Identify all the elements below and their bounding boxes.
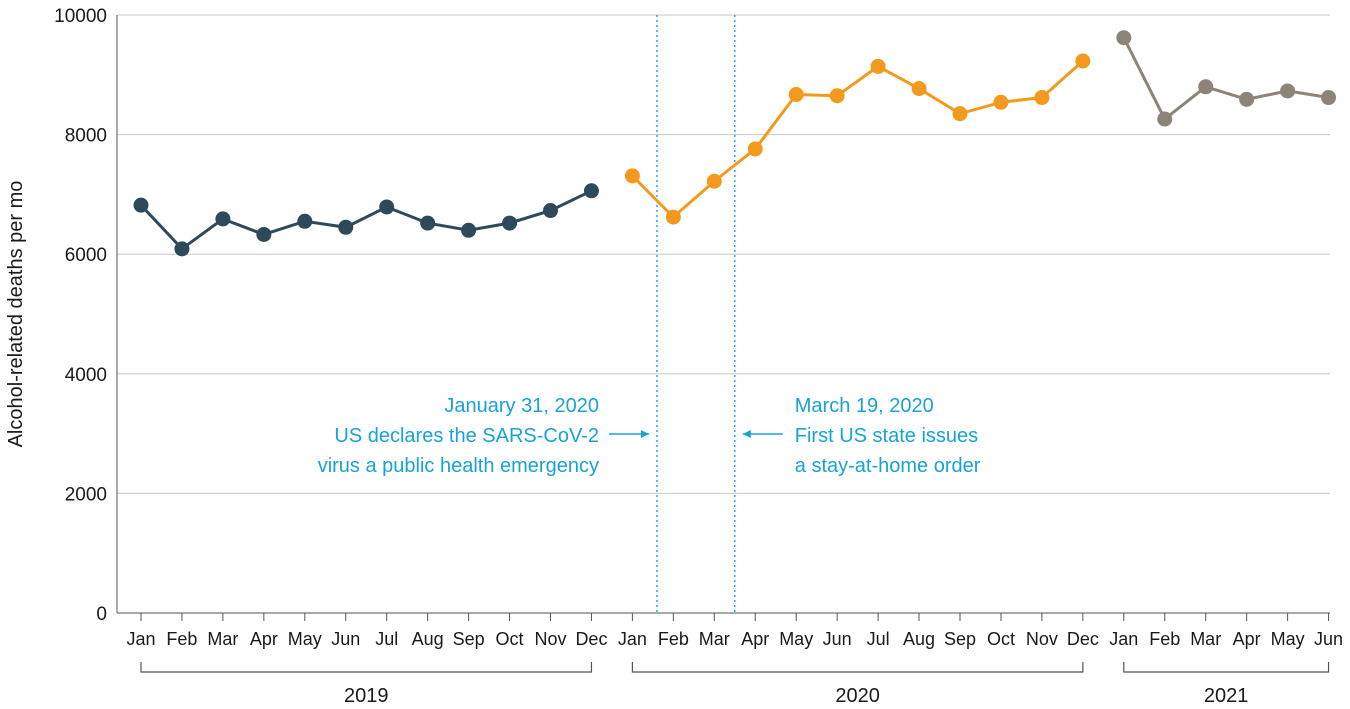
data-point-2020 [788,87,804,103]
event-annotation-text: virus a public health emergency [318,455,599,477]
year-bracket [1123,662,1330,673]
data-point-2021 [1239,91,1255,107]
month-label: Jun [823,629,852,649]
data-point-2020 [624,168,640,184]
data-point-2020 [1034,90,1050,106]
data-point-2020 [870,58,886,74]
y-tick-label: 8000 [65,126,107,147]
month-label: Dec [1067,629,1099,649]
y-tick-label: 6000 [65,245,107,266]
data-point-2019 [174,241,190,257]
data-point-2019 [502,215,518,231]
month-label: May [1271,629,1305,649]
year-label: 2021 [1204,685,1249,707]
data-point-2019 [420,215,436,231]
month-label: Jan [126,629,155,649]
event-annotation-text: US declares the SARS-CoV-2 [334,425,599,447]
data-point-2019 [256,226,272,242]
data-point-2020 [1075,53,1091,69]
data-point-2020 [993,94,1009,110]
month-label: Mar [207,629,238,649]
month-label: Apr [250,629,278,649]
data-point-2021 [1280,83,1296,99]
data-point-2019 [215,211,231,227]
month-label: Sep [944,629,976,649]
month-label: Feb [658,629,689,649]
month-label: Jul [867,629,890,649]
data-point-2019 [583,183,599,199]
month-label: Apr [1233,629,1261,649]
month-label: Sep [453,629,485,649]
event-annotation-text: March 19, 2020 [795,395,934,417]
y-tick-label: 4000 [65,365,107,386]
arrow-head [742,430,751,438]
month-label: Jan [618,629,647,649]
month-label: Feb [166,629,197,649]
data-point-2021 [1116,30,1132,46]
month-label: Mar [1190,629,1221,649]
data-point-2020 [747,141,763,157]
year-bracket [631,662,1084,673]
year-bracket [140,662,593,673]
month-label: Dec [575,629,607,649]
month-label: Nov [534,629,566,649]
data-point-2020 [911,81,927,97]
month-label: May [779,629,813,649]
data-point-2019 [379,199,395,215]
month-label: Feb [1149,629,1180,649]
month-label: Jul [375,629,398,649]
data-point-2021 [1157,111,1173,127]
data-point-2020 [665,209,681,225]
event-annotation-text: January 31, 2020 [444,395,599,417]
data-point-2019 [297,213,313,229]
y-axis-title: Alcohol-related deaths per mo [5,181,27,448]
data-point-2019 [338,219,354,235]
month-label: Aug [412,629,444,649]
month-label: Apr [741,629,769,649]
year-label: 2020 [835,685,880,707]
y-tick-label: 0 [96,604,107,625]
arrow-head [640,430,649,438]
data-point-2019 [461,222,477,238]
data-point-2019 [543,203,558,219]
month-label: Oct [987,629,1015,649]
month-label: Jan [1109,629,1138,649]
month-label: Nov [1026,629,1058,649]
y-tick-label: 2000 [65,484,107,505]
y-tick-label: 10000 [54,6,107,27]
event-annotation-text: a stay-at-home order [795,455,981,477]
series-line-2019 [139,189,593,251]
series-line-2020 [631,59,1084,220]
month-label: Jun [331,629,360,649]
data-point-2020 [829,88,845,104]
month-label: Oct [496,629,524,649]
month-label: Aug [903,629,935,649]
data-point-2020 [706,173,722,189]
month-label: Jun [1314,629,1343,649]
data-point-2021 [1321,90,1337,106]
data-point-2020 [952,106,968,122]
month-label: May [288,629,322,649]
year-label: 2019 [344,685,389,707]
event-annotation-text: First US state issues [795,425,978,447]
data-point-2021 [1198,79,1214,95]
series-line-2021 [1122,37,1329,122]
month-label: Mar [699,629,730,649]
data-point-2019 [133,197,149,213]
